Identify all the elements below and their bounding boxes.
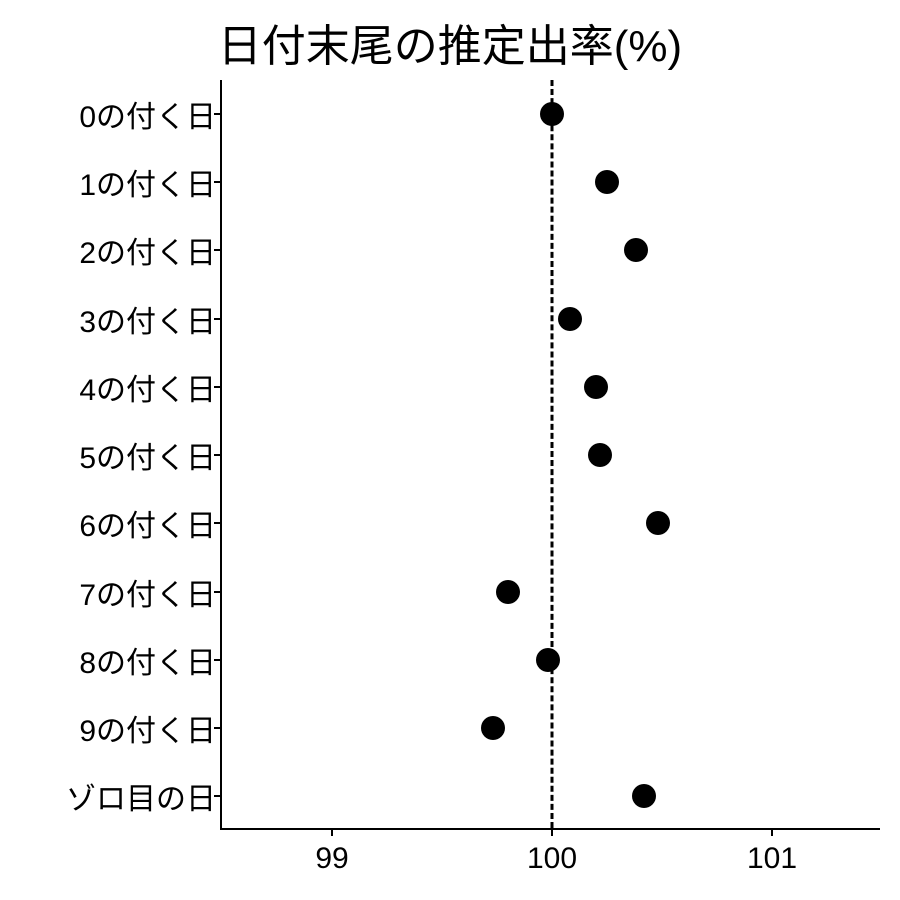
data-point	[624, 238, 648, 262]
data-point	[595, 170, 619, 194]
x-tick-label: 101	[747, 828, 797, 876]
data-point	[536, 648, 560, 672]
reference-line	[551, 80, 554, 828]
data-point	[540, 102, 564, 126]
data-point	[558, 307, 582, 331]
x-tick-label: 100	[527, 828, 577, 876]
data-point	[632, 784, 656, 808]
y-tick-label: 8の付く日	[79, 638, 222, 682]
y-tick-label: 2の付く日	[79, 228, 222, 272]
x-tick-label: 99	[315, 828, 348, 876]
y-tick-label: 1の付く日	[79, 160, 222, 204]
chart-title: 日付末尾の推定出率(%)	[0, 10, 900, 74]
y-tick-label: 0の付く日	[79, 92, 222, 136]
plot-area: 991001010の付く日1の付く日2の付く日3の付く日4の付く日5の付く日6の…	[220, 80, 880, 830]
y-tick-label: 4の付く日	[79, 365, 222, 409]
y-tick-label: 9の付く日	[79, 706, 222, 750]
data-point	[584, 375, 608, 399]
y-tick-label: ゾロ目の日	[66, 774, 222, 818]
y-tick-label: 3の付く日	[79, 297, 222, 341]
y-tick-label: 7の付く日	[79, 570, 222, 614]
data-point	[588, 443, 612, 467]
y-tick-label: 5の付く日	[79, 433, 222, 477]
y-tick-label: 6の付く日	[79, 501, 222, 545]
chart-container: 日付末尾の推定出率(%) 991001010の付く日1の付く日2の付く日3の付く…	[0, 0, 900, 900]
data-point	[481, 716, 505, 740]
data-point	[496, 580, 520, 604]
data-point	[646, 511, 670, 535]
